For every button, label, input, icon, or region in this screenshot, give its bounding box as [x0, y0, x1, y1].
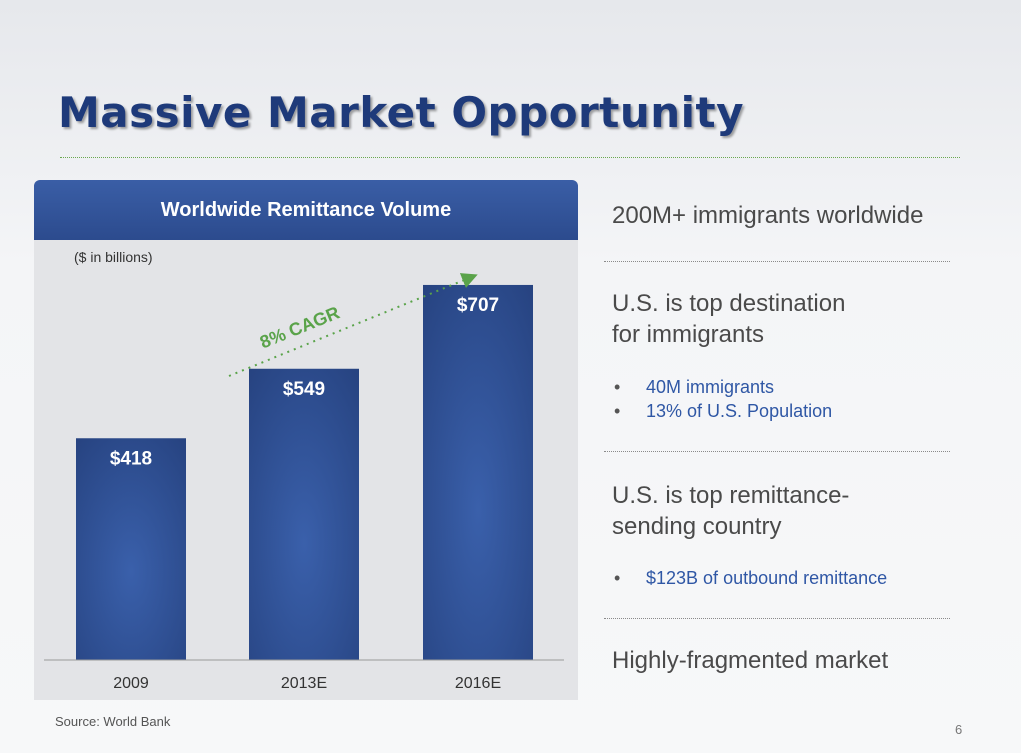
chart-title: Worldwide Remittance Volume	[34, 180, 578, 240]
chart-unit-note: ($ in billions)	[74, 249, 153, 265]
x-tick-label-2013E: 2013E	[281, 675, 327, 692]
heading-line: U.S. is top destination	[612, 290, 846, 317]
page-number: 6	[955, 722, 963, 737]
data-label-2013E: $549	[283, 379, 325, 400]
bullet-item: • $123B of outbound remittance	[614, 566, 887, 590]
bar-2009	[76, 438, 186, 660]
bullet-text: $123B of outbound remittance	[646, 568, 888, 588]
bullet-dot-icon: •	[614, 568, 621, 588]
bar-2016E	[423, 284, 533, 660]
section-divider	[604, 451, 950, 452]
bullet-item: • 40M immigrants	[614, 375, 832, 399]
heading-line: 200M+ immigrants worldwide	[612, 202, 924, 229]
bullet-text: 13% of U.S. Population	[646, 401, 833, 421]
data-label-2009: $418	[110, 448, 152, 469]
bullet-list-3: • $123B of outbound remittance	[614, 566, 887, 590]
section-heading-4: Highly-fragmented market	[612, 645, 888, 676]
heading-line: sending country	[612, 513, 782, 540]
slide-title: Massive Market Opportunity	[58, 88, 744, 137]
bullet-item: • 13% of U.S. Population	[614, 399, 832, 423]
x-tick-label-2009: 2009	[113, 675, 149, 692]
section-divider	[604, 618, 950, 619]
x-tick-label-2016E: 2016E	[455, 675, 501, 692]
bullet-dot-icon: •	[614, 401, 621, 421]
bullet-text: 40M immigrants	[646, 377, 775, 397]
section-divider	[604, 261, 950, 262]
section-heading-2: U.S. is top destination for immigrants	[612, 288, 845, 350]
bullet-list-2: • 40M immigrants • 13% of U.S. Population	[614, 375, 832, 423]
source-note: Source: World Bank	[55, 714, 171, 729]
chart-panel: Worldwide Remittance Volume ($ in billio…	[34, 180, 578, 700]
section-heading-3: U.S. is top remittance-sending country	[612, 480, 849, 542]
bar-chart: $418 2009 $549 2013E $707 2016E 8% CAGR	[44, 273, 564, 692]
title-divider	[60, 157, 960, 158]
bullet-dot-icon: •	[614, 377, 621, 397]
heading-line: for immigrants	[612, 321, 765, 348]
section-heading-1: 200M+ immigrants worldwide	[612, 200, 923, 231]
bar-2013E	[249, 368, 359, 660]
cagr-annotation: 8% CAGR	[257, 302, 342, 352]
heading-line: Highly-fragmented market	[612, 647, 889, 674]
data-label-2016E: $707	[457, 295, 499, 316]
heading-line: U.S. is top remittance-	[612, 482, 850, 509]
